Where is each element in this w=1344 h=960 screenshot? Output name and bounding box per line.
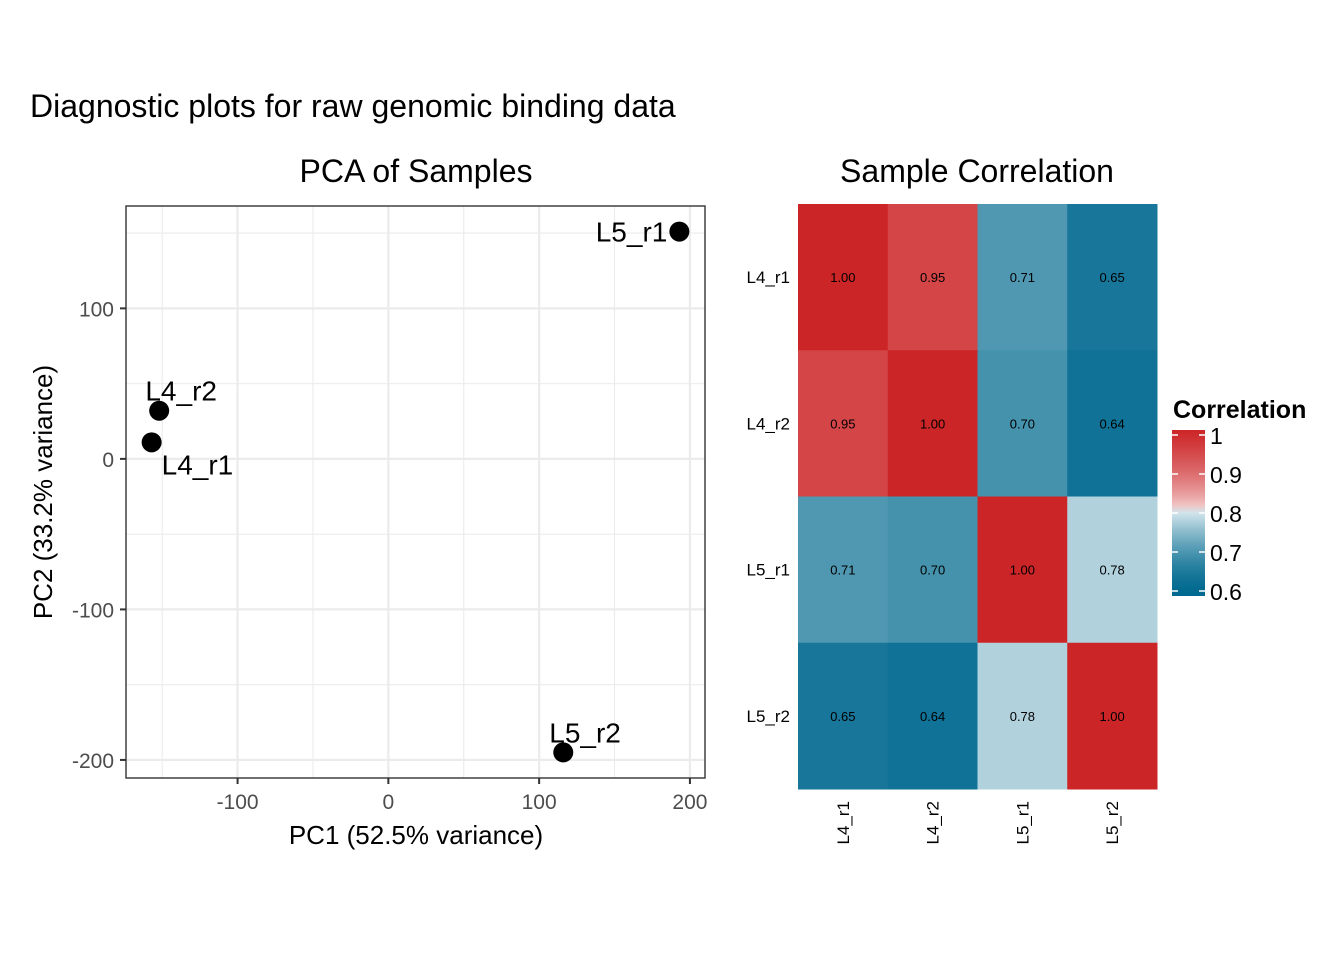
heatmap-cell-value: 1.00 (1099, 709, 1124, 724)
correlation-legend: Correlation 1 0.9 0.8 0.7 0.6 (1172, 396, 1306, 605)
legend-tick-label: 0.9 (1210, 462, 1242, 488)
heatmap-cell-value: 0.78 (1099, 563, 1124, 578)
pca-point-label: L5_r1 (596, 217, 668, 248)
legend-ticks: 1 0.9 0.8 0.7 0.6 (1172, 423, 1242, 605)
pca-point-label: L4_r1 (162, 449, 234, 480)
heatmap-title: Sample Correlation (840, 153, 1114, 189)
correlation-heatmap: Sample Correlation 1.00 0.95 0.71 0.650.95 1… (747, 153, 1158, 844)
heatmap-cell-value: 0.71 (830, 563, 855, 578)
pca-point (553, 742, 574, 763)
pca-x-tick-label: 0 (383, 791, 395, 814)
pca-x-axis-label: PC1 (52.5% variance) (289, 820, 543, 850)
heatmap-cell-value: 0.64 (1099, 416, 1124, 431)
heatmap-cell (887, 496, 978, 644)
pca-y-tick-label: -100 (72, 599, 114, 622)
heatmap-cell-value: 0.78 (1010, 709, 1035, 724)
heatmap-cell-value: 1.00 (920, 416, 945, 431)
legend-tick-label: 0.8 (1210, 501, 1242, 527)
heatmap-cell (887, 350, 978, 497)
heatmap-cell-value: 0.95 (920, 270, 945, 285)
heatmap-cell (977, 496, 1068, 644)
pca-point (149, 400, 170, 421)
heatmap-column-label: L5_r2 (1103, 801, 1122, 844)
heatmap-cell (977, 642, 1068, 790)
pca-panel-border (125, 205, 706, 779)
heatmap-cell-value: 0.70 (920, 563, 945, 578)
heatmap-cell (977, 204, 1068, 351)
heatmap-column-label: L4_r2 (924, 801, 943, 844)
pca-title: PCA of Samples (300, 153, 533, 189)
legend-title: Correlation (1173, 396, 1306, 424)
heatmap-cell (887, 204, 978, 351)
pca-points: L4_r1 L4_r2 L5_r1 L5_r2 (141, 217, 690, 763)
pca-point-label: L4_r2 (145, 376, 217, 407)
heatmap-cell (798, 642, 889, 790)
pca-y-axis-label: PC2 (33.2% variance) (28, 365, 58, 619)
pca-gridlines (126, 206, 705, 778)
heatmap-row-label: L5_r2 (747, 707, 790, 726)
pca-y-tick-label: 100 (79, 298, 114, 321)
heatmap-row-label: L4_r2 (747, 414, 790, 433)
heatmap-cell-value: 0.64 (920, 709, 945, 724)
heatmap-cell-value: 0.70 (1010, 416, 1035, 431)
heatmap-cell (1067, 350, 1158, 497)
pca-x-tick-label: -100 (217, 791, 259, 814)
heatmap-cell-value: 0.65 (830, 709, 855, 724)
main-title: Diagnostic plots for raw genomic binding… (30, 88, 676, 124)
legend-tick-label: 0.7 (1210, 540, 1242, 566)
pca-axes: -100 0 100 200 -200 -100 0 100 (72, 298, 707, 814)
pca-panel-background (126, 206, 705, 778)
heatmap-cell (887, 642, 978, 790)
heatmap-cell (977, 350, 1068, 497)
heatmap-cell (798, 496, 889, 644)
heatmap-cell-value: 0.95 (830, 416, 855, 431)
pca-y-tick-label: -200 (72, 750, 114, 773)
heatmap-row-label: L5_r1 (747, 561, 790, 580)
heatmap-cell (798, 350, 889, 497)
heatmap-cell (798, 204, 889, 351)
heatmap-cell (1067, 642, 1158, 790)
heatmap-cell-value: 0.65 (1099, 270, 1124, 285)
heatmap-axis-labels: L4_r1 L4_r2 L5_r1 L5_r2 L4_r1 L4_r2 L5_r1 L5_r2 (747, 268, 1123, 844)
pca-point-label: L5_r2 (549, 717, 621, 748)
heatmap-column-label: L5_r1 (1013, 801, 1032, 844)
heatmap-cells: 1.00 0.95 0.71 0.65 0.95 1.00 0.70 0.64 0.71 0.70… (798, 204, 1158, 790)
legend-tick-label: 1 (1210, 423, 1223, 449)
pca-x-tick-label: 100 (522, 791, 557, 814)
heatmap-column-label: L4_r1 (834, 801, 853, 844)
heatmap-cell-value: 1.00 (1010, 563, 1035, 578)
legend-tick-label: 0.6 (1210, 579, 1242, 605)
pca-x-tick-label: 200 (672, 791, 707, 814)
pca-point (669, 221, 690, 242)
pca-plot: PCA of Samples -100 0 100 200 -200 -100 0 100 L… (28, 153, 707, 850)
pca-y-tick-label: 0 (102, 449, 114, 472)
heatmap-cell-value: 0.71 (1010, 270, 1035, 285)
heatmap-cell (1067, 204, 1158, 351)
pca-point (141, 432, 162, 453)
heatmap-row-label: L4_r1 (747, 268, 790, 287)
heatmap-cell-value: 1.00 (830, 270, 855, 285)
heatmap-cell (1067, 496, 1158, 644)
